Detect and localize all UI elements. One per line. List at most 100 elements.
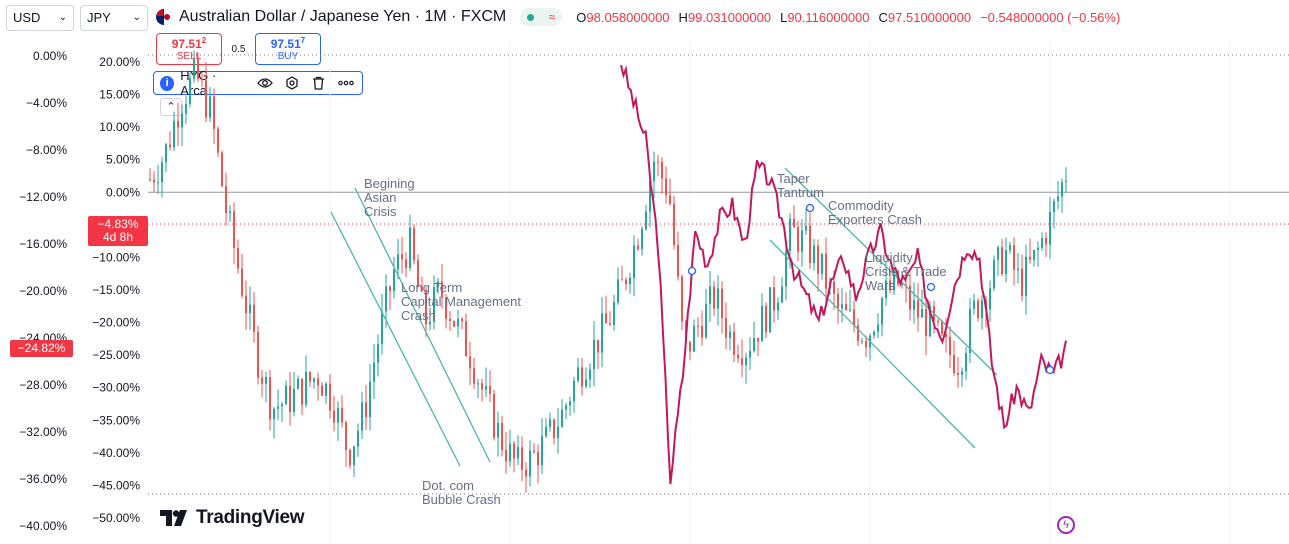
spread-value: 0.5 (231, 44, 246, 55)
annotation-text: Liquidity (865, 250, 913, 265)
candle-body (1009, 245, 1011, 251)
chevron-down-icon: ⌄ (132, 12, 141, 23)
candle-body (569, 401, 571, 406)
settings-icon[interactable] (281, 74, 302, 92)
candle-body (609, 323, 611, 325)
candle-body (317, 378, 319, 386)
outer-axis-tick-label: −12.00% (19, 190, 67, 204)
sell-button[interactable]: 97.512 SELL (156, 33, 222, 65)
candle-body (837, 293, 839, 308)
outer-axis-tick-label: −36.00% (19, 472, 67, 486)
buy-price: 97.517 (270, 36, 306, 51)
annotation-text: Capital Management (401, 294, 521, 309)
quote-currency-select[interactable]: JPY ⌄ (80, 5, 148, 31)
candle-body (953, 354, 955, 374)
candle-body (813, 245, 815, 264)
candle-body (149, 179, 151, 181)
candle-body (877, 324, 879, 332)
candle-body (657, 161, 659, 163)
candle-body (205, 80, 207, 118)
candle-body (989, 288, 991, 310)
candle-body (393, 269, 395, 291)
symbol-title[interactable]: Australian Dollar / Japanese Yen · 1M · … (179, 8, 507, 25)
base-currency-select[interactable]: USD ⌄ (6, 5, 74, 31)
tradingview-logo[interactable]: TradingView (160, 507, 305, 529)
candle-body (333, 410, 335, 423)
eye-icon[interactable] (255, 74, 276, 92)
candle-body (1037, 247, 1039, 250)
outer-axis-tick-label: −28.00% (19, 378, 67, 392)
sell-label: SELL (176, 51, 202, 62)
info-icon[interactable]: i (160, 75, 175, 91)
candle-body (1061, 182, 1063, 197)
candle-body (809, 225, 811, 264)
candle-body (477, 383, 479, 385)
buy-label: BUY (277, 51, 299, 62)
outer-axis-tick-label: −4.00% (26, 96, 67, 110)
compare-symbol-legend[interactable]: i HYG · Arca (153, 68, 363, 98)
candle-body (625, 279, 627, 285)
market-status-pill[interactable]: ≈ (520, 8, 563, 26)
candle-body (729, 331, 731, 338)
candlestick-series (149, 50, 1067, 493)
candle-body (229, 211, 231, 214)
candle-body (825, 253, 827, 289)
candle-body (377, 344, 379, 363)
candle-body (485, 385, 487, 390)
ohlc-change: −0.548000000 (−0.56%) (980, 9, 1121, 25)
candle-body (945, 333, 947, 337)
inner-axis-tick-label: 15.00% (99, 88, 140, 102)
sell-price: 97.512 (171, 36, 207, 51)
candle-body (1021, 268, 1023, 297)
candle-body (653, 161, 655, 181)
candle-body (645, 211, 647, 230)
inner-axis-tick-label: 10.00% (99, 120, 140, 134)
candle-body (433, 287, 435, 322)
more-icon[interactable] (335, 74, 356, 92)
candle-body (353, 446, 355, 466)
candle-body (845, 304, 847, 310)
candle-body (1041, 237, 1043, 248)
candle-body (1049, 212, 1051, 245)
candle-body (177, 121, 179, 128)
candle-body (965, 353, 967, 372)
candle-body (305, 371, 307, 405)
candle-body (329, 383, 331, 411)
candle-body (921, 308, 923, 318)
candle-body (733, 331, 735, 355)
inner-axis-tick-label: 5.00% (106, 153, 140, 167)
candle-body (949, 336, 951, 355)
candle-body (201, 78, 203, 81)
annotation-text: Long Term (401, 280, 462, 295)
candle-body (301, 378, 303, 405)
candle-body (881, 298, 883, 325)
candle-body (901, 284, 903, 286)
candle-body (961, 371, 963, 376)
annotation-text: Begining (364, 176, 415, 191)
candle-body (561, 409, 563, 427)
inner-axis-tick-label: −25.00% (92, 348, 140, 362)
event-marker (687, 266, 697, 276)
candle-body (741, 358, 743, 366)
trend-line (769, 239, 976, 449)
candle-body (709, 286, 711, 304)
trash-icon[interactable] (308, 74, 329, 92)
annotation-text: Crash (401, 308, 436, 323)
candle-body (1065, 180, 1067, 183)
candle-body (413, 227, 415, 261)
outer-left-axis: 0.00% −4.00% −8.00% −12.00% −16.00% −20.00% −2… (19, 49, 67, 533)
buy-button[interactable]: 97.517 BUY (255, 33, 321, 65)
lightning-icon[interactable]: ϟ (1057, 516, 1075, 534)
candle-body (925, 308, 927, 337)
candle-body (173, 121, 175, 148)
candle-body (913, 300, 915, 310)
candle-body (541, 436, 543, 466)
candle-body (421, 286, 423, 291)
candle-body (857, 325, 859, 342)
candle-body (553, 419, 555, 438)
inner-axis-tick-label: −15.00% (92, 283, 140, 297)
candle-body (1053, 201, 1055, 213)
candle-body (249, 304, 251, 314)
candle-body (701, 326, 703, 338)
